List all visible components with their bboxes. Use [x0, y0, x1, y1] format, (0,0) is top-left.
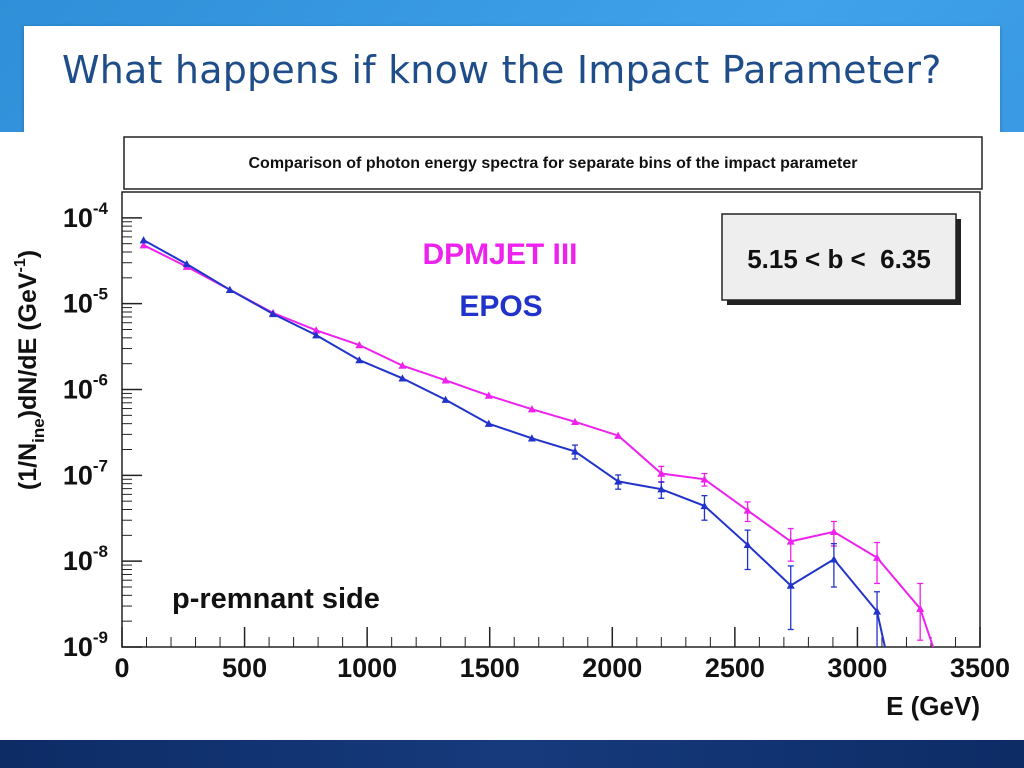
y-tick-label: 10-4: [63, 199, 109, 233]
data-point-epos: [786, 581, 795, 589]
data-point-epos: [225, 285, 234, 294]
data-point-epos: [657, 485, 666, 493]
y-axis-label-sub: ine: [29, 418, 48, 443]
series-epos: [139, 236, 886, 647]
data-point-dpmjet-iii: [441, 376, 450, 384]
data-point-epos: [571, 447, 580, 455]
x-tick-label: 3500: [950, 653, 1010, 683]
data-point-epos: [743, 540, 752, 549]
plot-panel: Comparison of photon energy spectra for …: [0, 132, 1024, 740]
p-remnant-side-label: p-remnant side: [172, 583, 380, 615]
x-axis-ticks: 0 500 1000 1500 2000 2500 3000 3500: [114, 627, 1010, 683]
data-point-dpmjet-iii: [527, 405, 536, 413]
data-point-dpmjet-iii: [657, 469, 666, 477]
legend-epos: EPOS: [459, 290, 542, 323]
x-tick-label: 1000: [337, 653, 397, 683]
data-point-epos: [182, 259, 191, 268]
impact-parameter-range: 5.15 < b < 6.35: [747, 244, 931, 274]
data-point-epos: [398, 374, 407, 382]
data-point-dpmjet-iii: [355, 340, 364, 349]
chart-title: Comparison of photon energy spectra for …: [248, 155, 857, 172]
y-tick-label: 10-9: [63, 628, 108, 662]
data-point-dpmjet-iii: [398, 361, 407, 369]
impact-parameter-box: [721, 213, 957, 301]
data-point-dpmjet-iii: [873, 553, 882, 561]
data-point-dpmjet-iii: [614, 431, 623, 439]
y-tick-label: 10-8: [63, 542, 108, 576]
series-layer: [139, 236, 935, 647]
y-axis-label-part3: ): [14, 250, 42, 258]
data-point-dpmjet-iii: [139, 241, 148, 249]
data-point-epos: [614, 477, 623, 485]
data-point-epos: [312, 331, 321, 339]
x-tick-label: 0: [114, 653, 129, 683]
data-point-epos: [873, 607, 882, 615]
data-point-epos: [700, 501, 709, 510]
x-axis-label: E (GeV): [886, 691, 980, 721]
x-tick-label: 2500: [705, 653, 765, 683]
data-point-dpmjet-iii: [829, 527, 838, 535]
data-point-epos: [441, 395, 450, 403]
title-panel: [24, 26, 1000, 132]
y-axis-label-sup: -1: [12, 258, 29, 272]
y-axis-label-part1: (1/N: [14, 443, 42, 490]
legend-dpmjet: DPMJET III: [422, 238, 577, 271]
data-point-dpmjet-iii: [312, 326, 321, 334]
data-point-epos: [829, 555, 838, 563]
data-point-dpmjet-iii: [916, 604, 925, 612]
data-point-epos: [355, 356, 364, 364]
chart-title-box: [123, 136, 983, 190]
y-tick-label: 10-7: [63, 456, 108, 490]
data-point-dpmjet-iii: [700, 475, 709, 483]
data-point-dpmjet-iii: [786, 537, 795, 545]
data-point-dpmjet-iii: [484, 391, 493, 399]
data-point-epos: [527, 434, 536, 442]
photon-spectrum-chart: Comparison of photon energy spectra for …: [12, 136, 1010, 721]
y-axis-label-part2: )dN/dE (GeV: [14, 272, 42, 418]
x-tick-label: 3000: [827, 653, 887, 683]
y-axis-ticks: 10-4 10-5 10-6 10-7 10-8 10-9: [63, 191, 142, 662]
y-tick-label: 10-5: [63, 285, 108, 319]
x-tick-label: 2000: [582, 653, 642, 683]
data-point-epos: [269, 309, 278, 318]
data-point-dpmjet-iii: [743, 506, 752, 514]
data-point-dpmjet-iii: [571, 417, 580, 426]
series-dpmjet-iii: [139, 241, 935, 647]
series-line-dpmjet-iii: [143, 244, 935, 647]
y-axis-label: (1/Nine)dN/dE (GeV-1): [12, 250, 48, 490]
slide-title: What happens if know the Impact Paramete…: [62, 48, 942, 92]
data-point-epos: [484, 419, 493, 427]
x-tick-label: 500: [222, 653, 267, 683]
x-tick-label: 1500: [460, 653, 520, 683]
plot-frame: [121, 191, 981, 648]
y-tick-label: 10-6: [63, 371, 108, 405]
data-point-epos: [139, 236, 148, 244]
